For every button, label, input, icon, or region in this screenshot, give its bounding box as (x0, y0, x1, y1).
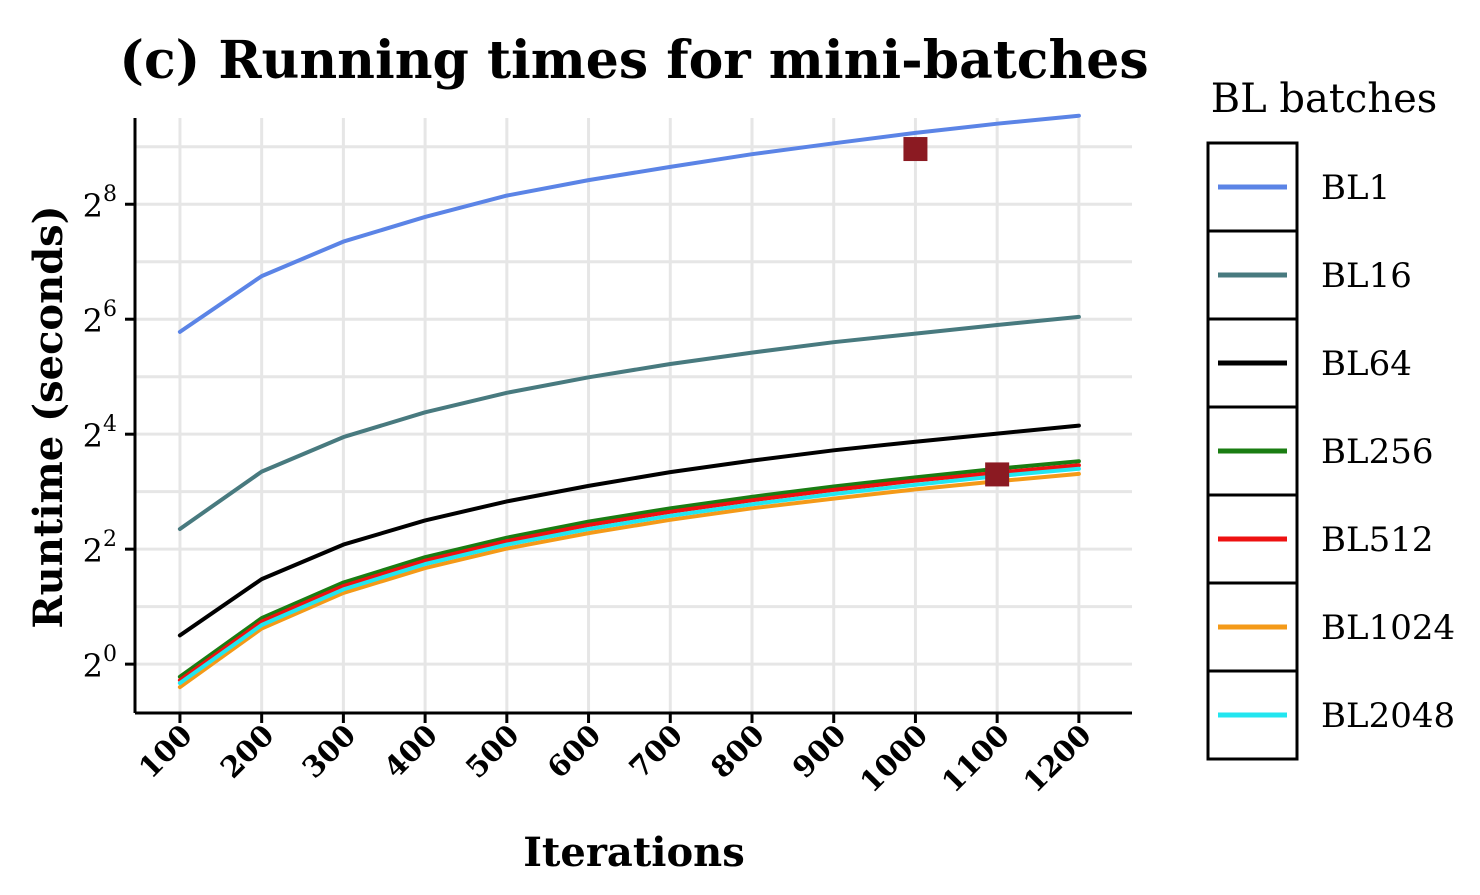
x-tick-label: 600 (541, 718, 608, 785)
series-line-bl512 (177, 463, 1081, 683)
x-tick-label: 900 (786, 718, 853, 785)
legend: BL batches BL1 BL16 BL64 BL256 BL512 BL1024 BL… (1206, 76, 1455, 761)
x-tick-label: 500 (459, 718, 526, 785)
legend-label-bl1024: BL1024 (1321, 608, 1455, 648)
y-tick-exponent: 8 (103, 182, 117, 207)
y-tick-label: 22 (83, 527, 117, 570)
legend-label-bl2048: BL2048 (1321, 696, 1455, 736)
legend-label-bl64: BL64 (1321, 344, 1412, 384)
x-tick-label: 1000 (853, 718, 934, 799)
series-line-bl1 (177, 113, 1081, 334)
axes (125, 118, 1132, 723)
y-tick-label: 20 (83, 642, 117, 685)
y-tick-base: 2 (83, 302, 103, 340)
chart-title: (c) Running times for mini-batches (119, 30, 1148, 91)
series-line-bl256 (177, 459, 1081, 679)
y-tick-base: 2 (83, 417, 103, 455)
x-tick-label: 400 (377, 718, 444, 785)
x-tick-labels: 100 200 300 400 500 600 700 800 900 1000 1100 1200 (132, 718, 1098, 799)
y-tick-label: 26 (83, 297, 117, 340)
series-lines (177, 113, 1081, 690)
y-tick-base: 2 (83, 647, 103, 685)
x-axis-title: Iterations (523, 829, 745, 876)
grid-lines (135, 118, 1132, 713)
y-tick-exponent: 2 (103, 527, 117, 552)
point-markers (903, 137, 1010, 487)
legend-label-bl16: BL16 (1321, 256, 1412, 296)
legend-label-bl256: BL256 (1321, 432, 1433, 472)
x-tick-label: 800 (704, 718, 771, 785)
y-tick-base: 2 (83, 532, 103, 570)
series-line-bl2048 (177, 466, 1081, 686)
legend-title: BL batches (1211, 76, 1438, 122)
x-tick-label: 1100 (935, 718, 1016, 799)
series-line-bl64 (177, 423, 1081, 638)
y-tick-exponent: 0 (103, 642, 117, 667)
y-tick-exponent: 4 (103, 412, 117, 437)
series-line-bl16 (177, 314, 1081, 531)
x-tick-label: 700 (622, 718, 689, 785)
x-tick-label: 200 (214, 718, 281, 785)
y-axis-title: Runtime (seconds) (25, 205, 72, 628)
y-tick-label: 24 (83, 412, 117, 455)
x-tick-label: 100 (132, 718, 199, 785)
y-tick-base: 2 (83, 187, 103, 225)
y-tick-label: 28 (83, 182, 117, 225)
x-tick-label: 300 (295, 718, 362, 785)
legend-label-bl1: BL1 (1321, 168, 1390, 208)
y-tick-exponent: 6 (103, 297, 117, 322)
marker-square-1 (903, 137, 928, 162)
x-tick-label: 1200 (1017, 718, 1098, 799)
marker-square-2 (985, 462, 1010, 487)
series-line-bl1024 (177, 471, 1081, 690)
legend-label-bl512: BL512 (1321, 520, 1433, 560)
